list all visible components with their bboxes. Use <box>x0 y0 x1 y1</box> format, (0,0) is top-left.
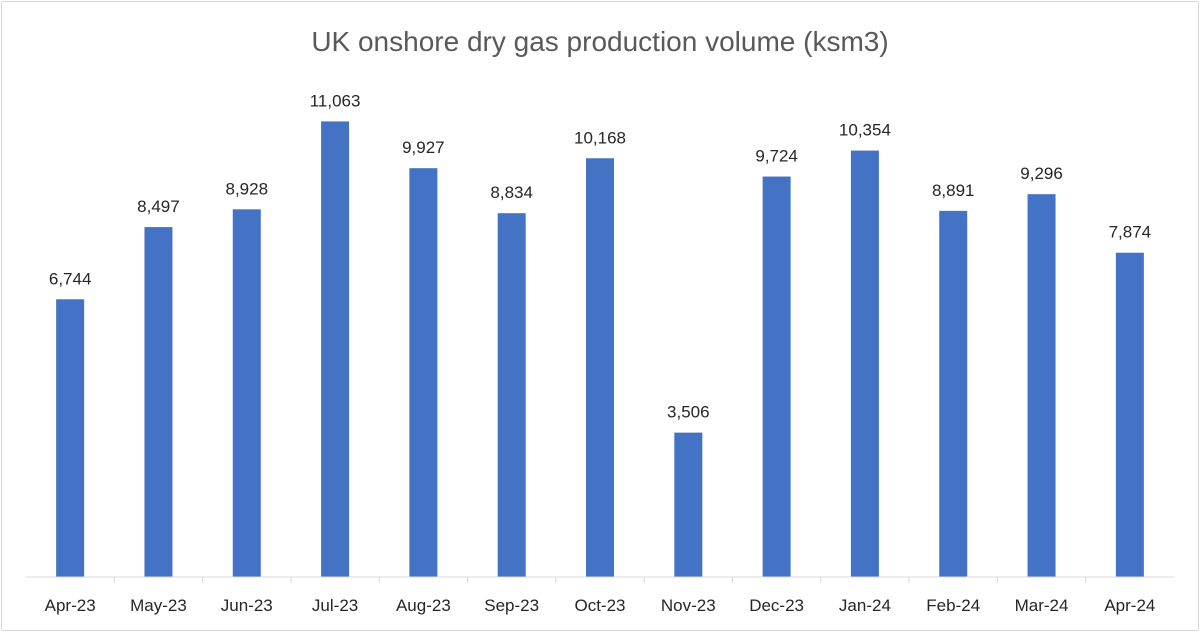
bar-apr-23 <box>56 299 85 577</box>
bar-aug-23 <box>409 168 438 577</box>
bar-jan-24 <box>850 150 879 577</box>
x-tick-label: Mar-24 <box>1015 596 1069 615</box>
data-label: 10,354 <box>839 121 891 140</box>
bar-sep-23 <box>497 213 526 577</box>
x-tick-label: Jul-23 <box>312 596 358 615</box>
data-label: 8,497 <box>137 197 180 216</box>
bar-feb-24 <box>939 210 968 577</box>
data-labels-layer: 6,744 8,497 8,928 11,063 9,927 8,834 10,168 3,5… <box>49 91 1151 421</box>
chart-title: UK onshore dry gas production volume (ks… <box>311 26 888 57</box>
data-label: 10,168 <box>574 128 626 147</box>
bars-layer <box>56 121 1144 578</box>
x-tick-label: May-23 <box>130 596 187 615</box>
bar-apr-24 <box>1115 252 1144 578</box>
x-tick-label: Jun-23 <box>221 596 273 615</box>
bar-dec-23 <box>762 176 791 578</box>
data-label: 9,296 <box>1020 164 1063 183</box>
data-label: 6,744 <box>49 269 92 288</box>
data-label: 8,891 <box>932 181 975 200</box>
bar-oct-23 <box>586 158 614 577</box>
bar-nov-23 <box>674 432 703 577</box>
x-tick-label: Aug-23 <box>396 596 451 615</box>
x-tick-label: Apr-24 <box>1104 596 1155 615</box>
x-tick-label: Dec-23 <box>749 596 804 615</box>
x-tick-label: Feb-24 <box>926 596 980 615</box>
data-label: 3,506 <box>667 403 710 422</box>
data-label: 9,927 <box>402 138 445 157</box>
data-label: 7,874 <box>1109 223 1152 242</box>
x-tick-label: Oct-23 <box>574 596 625 615</box>
bar-jul-23 <box>321 121 350 577</box>
x-axis: Apr-23 May-23 Jun-23 Jul-23 Aug-23 Sep-23 Oct-… <box>26 576 1174 615</box>
data-label: 8,928 <box>225 179 268 198</box>
x-tick-label: Sep-23 <box>484 596 539 615</box>
bar-jun-23 <box>232 209 261 577</box>
x-tick-label: Jan-24 <box>839 596 891 615</box>
data-label: 9,724 <box>755 147 798 166</box>
bar-mar-24 <box>1027 194 1056 578</box>
data-label: 11,063 <box>310 91 361 110</box>
x-tick-label: Apr-23 <box>45 596 96 615</box>
x-tick-label: Nov-23 <box>661 596 716 615</box>
bar-may-23 <box>144 227 173 577</box>
data-label: 8,834 <box>490 183 533 202</box>
